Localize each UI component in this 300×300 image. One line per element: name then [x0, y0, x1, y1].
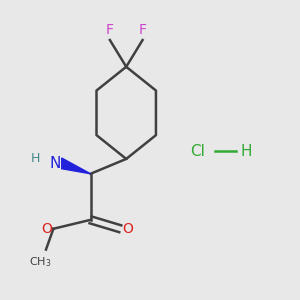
Text: CH$_3$: CH$_3$	[29, 256, 51, 269]
Text: O: O	[122, 222, 133, 236]
Text: H: H	[241, 144, 252, 159]
Text: F: F	[139, 23, 147, 37]
Text: H: H	[31, 152, 40, 165]
Text: O: O	[41, 222, 52, 236]
Text: F: F	[106, 23, 114, 37]
Polygon shape	[62, 158, 91, 174]
Text: Cl: Cl	[190, 144, 205, 159]
Text: N: N	[49, 156, 61, 171]
